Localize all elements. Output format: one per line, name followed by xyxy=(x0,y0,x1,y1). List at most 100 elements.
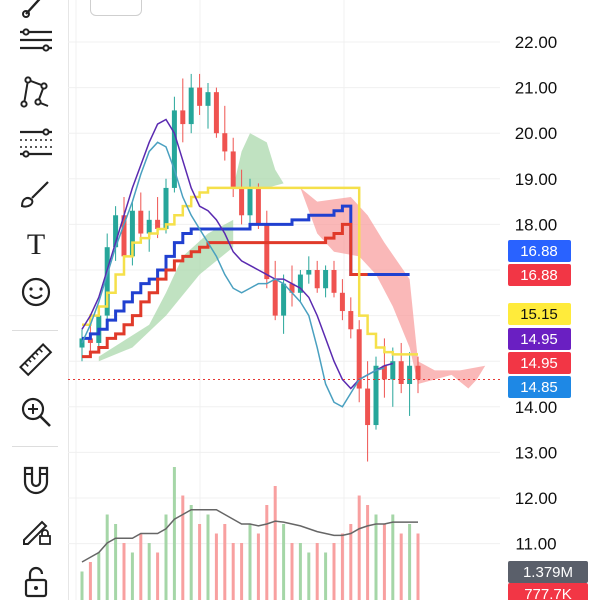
candle-body xyxy=(289,283,295,293)
volume-bar xyxy=(416,533,420,600)
candle-body xyxy=(339,292,345,312)
candle-body xyxy=(121,215,127,257)
volume-bar xyxy=(248,524,252,600)
volume-bar xyxy=(214,533,218,600)
candle-body xyxy=(323,270,329,289)
candle xyxy=(297,270,303,302)
chart-top-button[interactable] xyxy=(90,0,142,16)
candle-body xyxy=(255,187,261,225)
trendline-tool-icon[interactable] xyxy=(14,0,58,24)
ruler-tool-icon[interactable] xyxy=(14,338,58,382)
volume-bar xyxy=(181,495,185,600)
volume-tag-bg xyxy=(508,583,588,600)
candle-body xyxy=(356,329,362,389)
candle-body xyxy=(415,365,421,380)
candle xyxy=(264,210,270,289)
volume-bar xyxy=(198,524,202,600)
volume-bar xyxy=(223,524,227,600)
volume-bar xyxy=(324,552,328,600)
volume-bar xyxy=(399,533,403,600)
candle-body xyxy=(264,224,270,280)
candle-body xyxy=(398,361,404,384)
candle xyxy=(205,83,211,129)
price-tag-bg xyxy=(508,303,571,325)
horizontal-lines-tool-icon[interactable] xyxy=(14,18,58,62)
candle xyxy=(365,361,371,462)
candle xyxy=(146,210,152,252)
price-tag-label: 14.85 xyxy=(520,379,558,396)
volume-bar xyxy=(332,543,336,600)
indicator-lines xyxy=(81,118,418,408)
price-tag: 14.95 xyxy=(508,352,571,374)
volume-bar xyxy=(357,495,361,600)
volume-tag-bg xyxy=(508,561,588,583)
candle xyxy=(171,96,177,193)
candle xyxy=(373,356,379,430)
candle-body xyxy=(180,110,186,125)
cloud-green xyxy=(98,219,234,362)
volume-bar xyxy=(290,543,294,600)
candle-body xyxy=(381,365,387,380)
volume-bar xyxy=(156,552,160,600)
candle-body xyxy=(331,270,337,293)
candle-body xyxy=(230,151,236,188)
candle xyxy=(222,105,228,161)
candle-body xyxy=(197,87,203,106)
drawing-toolbar: T xyxy=(0,0,69,600)
text-tool-icon[interactable]: T xyxy=(14,220,58,264)
candle-body xyxy=(87,338,93,343)
volume-tag: 1.379M xyxy=(508,561,588,583)
candle xyxy=(239,169,245,225)
volume-bar xyxy=(391,514,395,600)
price-axis-label: 20.00 xyxy=(515,124,558,143)
price-tag-label: 14.95 xyxy=(520,355,558,372)
price-tag-bg xyxy=(508,328,571,350)
price-axis-label: 18.00 xyxy=(515,215,558,234)
volume-bar xyxy=(172,467,176,600)
price-tag: 14.95 xyxy=(508,328,571,350)
candle-body xyxy=(146,219,152,234)
lock-tool-icon[interactable] xyxy=(14,560,58,604)
price-tag-label: 16.88 xyxy=(520,243,558,260)
volume-bar xyxy=(97,552,101,600)
emoji-tool-icon[interactable] xyxy=(14,270,58,314)
price-tags: 16.88 16.88 15.15 14.95 14.95 14.85 1.379M 777.… xyxy=(508,240,588,600)
volume-bar xyxy=(282,524,286,600)
candle-body xyxy=(222,133,228,152)
zoom-in-tool-icon[interactable] xyxy=(14,390,58,434)
lock-drawing-tool-icon[interactable] xyxy=(14,508,58,552)
volume-bar xyxy=(164,514,168,600)
volume-bar xyxy=(298,543,302,600)
candle-body xyxy=(390,361,396,380)
price-tag-label: 15.15 xyxy=(520,306,558,323)
candle xyxy=(138,192,144,243)
magnet-tool-icon[interactable] xyxy=(14,458,58,502)
candle xyxy=(113,206,119,261)
price-tag-bg xyxy=(508,264,571,286)
candle xyxy=(272,260,278,321)
volume-bar xyxy=(147,543,151,600)
price-axis-label: 21.00 xyxy=(515,79,558,98)
volume-bar xyxy=(122,543,126,600)
volume-bar xyxy=(105,514,109,600)
candle-body xyxy=(138,210,144,234)
brush-tool-icon[interactable] xyxy=(14,172,58,216)
candle-body xyxy=(365,388,371,426)
volume-bar xyxy=(114,524,118,600)
fib-retracement-tool-icon[interactable] xyxy=(14,120,58,164)
price-axis-label: 22.00 xyxy=(515,33,558,52)
candle-body xyxy=(129,210,135,257)
volume-bar xyxy=(307,552,311,600)
pattern-tool-icon[interactable] xyxy=(14,70,58,114)
price-tag-bg xyxy=(508,376,571,398)
price-axis-label: 13.00 xyxy=(515,443,558,462)
price-chart[interactable]: 22.00 21.00 20.00 19.00 18.00 14.00 13.00 12.00… xyxy=(68,0,600,600)
toolbar-divider xyxy=(12,330,58,331)
candlesticks xyxy=(79,73,421,462)
candle-body xyxy=(281,283,287,316)
candle xyxy=(407,352,413,416)
volume-bar xyxy=(206,514,210,600)
volume-bar xyxy=(189,505,193,600)
candle xyxy=(415,356,421,394)
volume-bar xyxy=(408,524,412,600)
